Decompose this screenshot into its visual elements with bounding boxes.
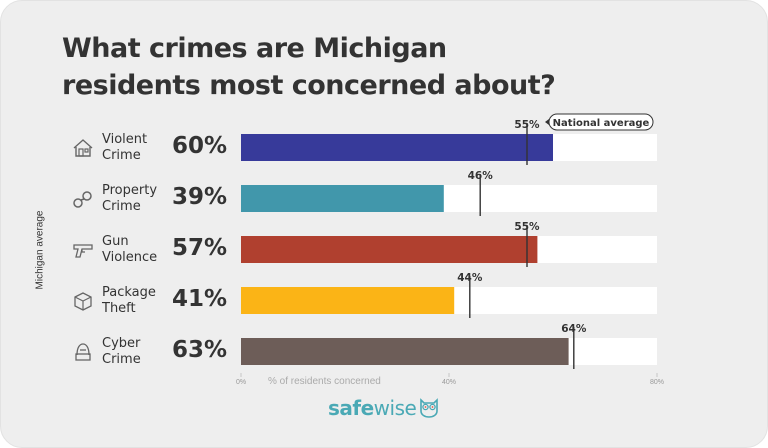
category-label-line: Crime [102, 148, 141, 163]
michigan-value-label: 57% [172, 235, 228, 261]
chart-title-line-2: residents most concerned about? [62, 70, 556, 101]
handcuffs-icon [73, 191, 92, 208]
national-average-label: 55% [514, 221, 540, 233]
category-label-line: Crime [102, 352, 141, 367]
chart-title-line-1: What crimes are Michigan [62, 33, 447, 64]
bar-michigan [241, 236, 538, 263]
owl-icon [420, 398, 438, 418]
category-label-line: Cyber [102, 336, 141, 351]
category-label-line: Theft [102, 301, 136, 316]
category-label: Package Theft [102, 285, 156, 317]
michigan-value-label: 60% [172, 133, 228, 159]
category-label-line: Violent [102, 132, 148, 147]
bar-michigan [241, 287, 455, 314]
category-label-line: Gun [102, 234, 129, 249]
logo-light: wise [373, 396, 417, 420]
category-label: Violent Crime [102, 132, 147, 164]
x-axis-label: % of residents concerned [268, 376, 381, 387]
michigan-value-label: 39% [172, 184, 228, 210]
x-tick-label: 40% [442, 379, 456, 386]
package-icon [74, 292, 92, 311]
legend-pointer [545, 119, 549, 125]
x-tick-label: 0% [236, 379, 246, 386]
hacker-icon [75, 343, 91, 361]
category-label: Property Crime [102, 183, 157, 215]
category-label-line: Package [102, 285, 156, 300]
michigan-value-label: 41% [172, 286, 228, 312]
bar-michigan [241, 134, 553, 161]
bar-michigan [241, 338, 569, 365]
national-average-label: 44% [457, 272, 483, 284]
gun-icon [73, 244, 93, 258]
chart-title: What crimes are Michigan residents most … [62, 30, 662, 104]
category-label: Cyber Crime [102, 336, 141, 368]
bar-michigan [241, 185, 444, 212]
michigan-value-label: 63% [172, 337, 228, 363]
national-average-label: 46% [468, 170, 494, 182]
x-tick-label: 80% [650, 379, 664, 386]
logo-bold: safe [328, 396, 374, 420]
category-label: Gun Violence [102, 234, 157, 266]
category-label-line: Violence [102, 250, 158, 265]
legend-label: National average [553, 118, 650, 129]
national-average-label: 64% [561, 323, 587, 335]
safewise-logo: safewise [328, 396, 417, 420]
legend-pill [548, 113, 654, 131]
category-label-line: Crime [102, 199, 141, 214]
national-average-label: 55% [514, 119, 540, 131]
house-icon [73, 139, 93, 157]
category-label-line: Property [102, 183, 158, 198]
